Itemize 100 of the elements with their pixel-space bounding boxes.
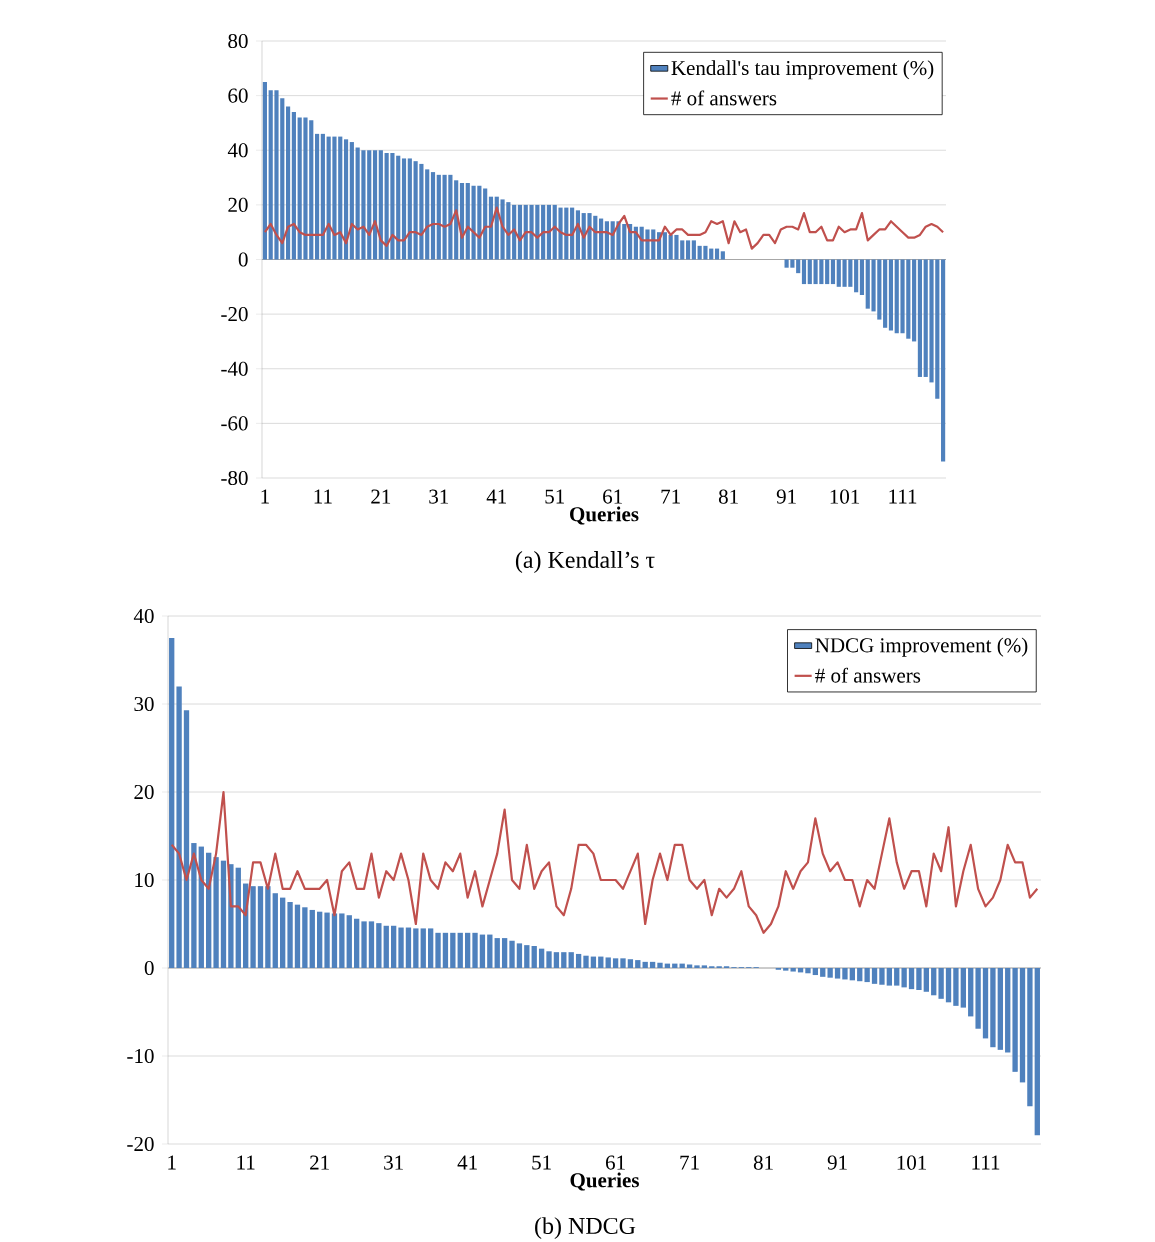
bar (541, 204, 546, 260)
x-tick-label: 1 (168, 1155, 176, 1170)
bar (1019, 968, 1026, 1083)
x-tick-label: 11 (237, 1155, 255, 1170)
y-tick-label: -10 (127, 1048, 154, 1064)
bar (568, 952, 574, 969)
bar (805, 968, 811, 974)
bar (425, 169, 430, 260)
bar (435, 932, 441, 969)
bar (546, 204, 552, 260)
bar (286, 106, 291, 260)
bar (1005, 968, 1011, 1053)
bar (888, 259, 894, 331)
y-tick-label: -60 (221, 416, 248, 431)
bar (538, 948, 545, 969)
bar (494, 938, 500, 969)
bar (912, 259, 917, 342)
y-tick-label: -20 (127, 1136, 154, 1152)
bar (812, 968, 819, 976)
bar (309, 909, 315, 969)
bar (694, 965, 700, 969)
x-tick-label: 1 (261, 489, 269, 504)
bar (430, 172, 436, 260)
x-tick-label: 111 (889, 489, 917, 504)
bar (570, 207, 575, 260)
bar (401, 158, 407, 260)
y-tick-label: 40 (227, 143, 248, 158)
bar (975, 968, 981, 1029)
x-tick-label: 51 (532, 1155, 551, 1170)
bar (413, 928, 419, 969)
bar (324, 912, 330, 969)
x-tick-label: 91 (776, 489, 796, 504)
bar (590, 956, 597, 969)
bar (901, 968, 907, 988)
bar (635, 960, 641, 969)
bar (378, 150, 383, 260)
bar (512, 204, 517, 260)
legend-label: NDCG improvement (%) (815, 637, 1028, 657)
bar (859, 259, 865, 296)
bar (701, 965, 708, 969)
text: (a) Kendall’s τ (515, 551, 655, 573)
bar (605, 957, 611, 969)
bar (953, 968, 959, 1006)
bar (405, 927, 412, 969)
bar (894, 968, 900, 986)
bar (827, 968, 833, 978)
x-tick-label: 21 (310, 1155, 329, 1170)
bar (483, 188, 488, 260)
bar (857, 968, 863, 982)
bar (612, 958, 619, 969)
bar (917, 259, 923, 377)
bar (575, 953, 582, 969)
bar (361, 921, 367, 969)
bar (931, 968, 937, 996)
bar (343, 139, 349, 260)
bar (398, 927, 404, 969)
bar (516, 943, 523, 969)
bar (436, 174, 441, 260)
bar (427, 928, 434, 969)
x-tick-label: 31 (384, 1155, 403, 1170)
x-tick-label: 71 (680, 1155, 699, 1170)
bar (314, 133, 320, 260)
bar (923, 968, 929, 992)
bar (941, 259, 946, 462)
legend-label: Kendall's tau improvement (%) (671, 60, 934, 80)
y-tick-label: 30 (134, 696, 154, 712)
x-tick-label: 101 (897, 1155, 927, 1170)
bar (820, 968, 826, 977)
y-tick-label: 80 (228, 33, 248, 49)
bar (916, 968, 922, 991)
y-tick-label: 20 (134, 784, 154, 800)
bar (339, 913, 345, 969)
x-tick-label: 81 (753, 1155, 773, 1170)
x-axis-title: Queries (570, 1172, 639, 1191)
x-axis-title: Queries (570, 506, 639, 525)
bar (864, 968, 870, 983)
legend-label: # of answers (815, 667, 921, 683)
x-tick-label: 41 (457, 1155, 477, 1170)
y-tick-label: 20 (228, 197, 248, 212)
bar (825, 259, 830, 285)
bar (220, 860, 227, 969)
bar (302, 907, 308, 969)
bar (883, 259, 888, 328)
bar (871, 968, 878, 984)
bar (1027, 968, 1033, 1107)
x-tick-label: 101 (830, 489, 860, 504)
bar (272, 893, 278, 969)
bar (479, 934, 486, 969)
y-tick-label: -20 (221, 307, 248, 322)
bar (213, 857, 219, 969)
x-tick-label: 61 (603, 489, 622, 504)
bar (662, 232, 667, 260)
bar (968, 968, 974, 1017)
bar (685, 240, 691, 260)
bar (854, 259, 859, 293)
bar (376, 923, 382, 969)
bar (420, 928, 426, 969)
x-tick-label: 31 (429, 489, 449, 504)
bar (879, 968, 885, 985)
bar (982, 968, 989, 1039)
